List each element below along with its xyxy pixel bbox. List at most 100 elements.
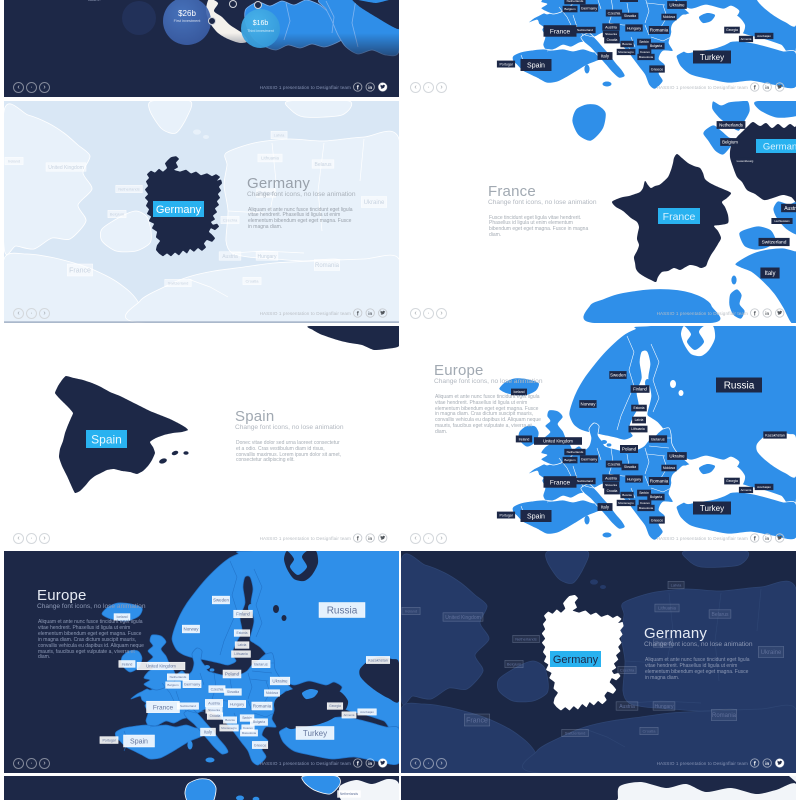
svg-text:Austria: Austria [208,701,221,705]
svg-text:f: f [357,85,360,91]
svg-text:Ukraine: Ukraine [272,679,288,684]
svg-text:Serbia: Serbia [242,716,252,720]
svg-text:Switzerland: Switzerland [577,479,593,483]
svg-text:Romania: Romania [650,478,669,483]
svg-text:Kosovo: Kosovo [640,501,650,505]
svg-text:Slovenia: Slovenia [605,32,617,36]
svg-text:Belarus: Belarus [651,436,665,441]
svg-text:Italy: Italy [601,54,610,59]
svg-text:Moldova: Moldova [266,691,278,695]
svg-text:Czechia: Czechia [608,462,621,466]
svg-text:Latvia: Latvia [635,418,644,422]
svg-text:Montenegro: Montenegro [618,50,634,54]
svg-text:Hungary: Hungary [627,26,641,30]
svg-text:Spain: Spain [91,432,122,446]
svg-text:Switzerland: Switzerland [762,239,787,245]
svg-text:Azerbaijan: Azerbaijan [757,34,771,38]
svg-text:Netherlands: Netherlands [118,186,140,191]
svg-text:Romania: Romania [650,28,669,33]
svg-text:in: in [368,310,372,315]
svg-text:France: France [550,479,571,486]
svg-text:Lithuania: Lithuania [631,427,645,431]
svg-text:Netherlands: Netherlands [340,793,359,797]
svg-text:Netherlands: Netherlands [719,122,743,127]
svg-text:in: in [368,536,372,541]
svg-text:Norway: Norway [184,627,200,632]
svg-text:Belarus: Belarus [712,612,729,618]
svg-text:Czechia: Czechia [608,11,621,15]
svg-text:Romania: Romania [712,713,737,719]
svg-text:in: in [765,761,769,766]
svg-text:Belgium: Belgium [564,458,576,462]
svg-text:Netherlands: Netherlands [170,675,187,679]
svg-text:f: f [357,311,360,317]
svg-text:Croatia: Croatia [607,489,618,493]
svg-text:f: f [754,536,757,542]
svg-text:Croatia: Croatia [210,714,221,718]
svg-text:Austria: Austria [619,704,635,710]
svg-text:Ukraine: Ukraine [364,200,385,206]
svg-text:Portugal: Portugal [102,738,115,742]
svg-text:Macedonia: Macedonia [639,506,654,510]
svg-text:Italy: Italy [601,504,610,509]
svg-text:Turkey: Turkey [700,53,724,62]
svg-text:Armenia: Armenia [344,713,355,717]
svg-text:Montenegro: Montenegro [221,726,237,730]
svg-text:Kazakhstan: Kazakhstan [368,658,388,662]
svg-text:Belgium: Belgium [722,139,738,144]
svg-text:Ireland: Ireland [405,608,417,613]
svg-text:Germany: Germany [184,681,200,686]
svg-text:Macedonia: Macedonia [242,731,257,735]
svg-text:Switzerland: Switzerland [168,280,189,285]
svg-text:Latvia: Latvia [274,132,285,137]
svg-text:Bosnia: Bosnia [622,42,632,46]
svg-text:Belarus: Belarus [254,661,268,666]
svg-text:Hungary: Hungary [258,253,277,259]
svg-text:Iceland: Iceland [117,615,128,619]
svg-text:Germany: Germany [553,654,599,666]
svg-text:Latvia: Latvia [671,582,682,587]
svg-text:Slovenia: Slovenia [605,483,617,487]
svg-text:f: f [357,536,360,542]
svg-text:Moldova: Moldova [663,466,675,470]
svg-text:United Kingdom: United Kingdom [146,664,176,669]
svg-text:Italy: Italy [204,730,213,735]
svg-text:Poland: Poland [622,0,637,1]
svg-text:United Kingdom: United Kingdom [445,615,481,621]
svg-text:Slovakia: Slovakia [624,14,636,18]
svg-text:Finland: Finland [236,612,250,617]
svg-text:Norway: Norway [581,401,597,406]
svg-text:Serbia: Serbia [639,40,649,44]
svg-text:Germany: Germany [581,5,597,10]
svg-text:Estonia: Estonia [237,631,248,635]
svg-text:f: f [754,311,757,317]
svg-text:Armenia: Armenia [741,488,752,492]
svg-text:Georgia: Georgia [329,704,341,708]
svg-text:Greece: Greece [651,518,663,522]
svg-text:Azerbaijan: Azerbaijan [757,485,771,489]
svg-text:Sweden: Sweden [610,372,626,377]
svg-text:Kosovo: Kosovo [243,726,253,730]
svg-text:Kazakhstan: Kazakhstan [765,433,785,437]
svg-text:Serbia: Serbia [639,491,649,495]
svg-text:German: German [763,141,796,152]
svg-text:Croatia: Croatia [607,38,618,42]
svg-text:Germany: Germany [156,204,202,216]
svg-text:f: f [357,761,360,767]
svg-text:Moldova: Moldova [663,15,675,19]
svg-text:Belarus: Belarus [315,161,332,167]
svg-text:Bosnia: Bosnia [622,493,632,497]
svg-text:Lithuania: Lithuania [261,155,279,160]
svg-text:Iceland: Iceland [514,390,525,394]
svg-text:f: f [754,85,757,91]
svg-text:f: f [754,761,757,767]
svg-text:Czechia: Czechia [223,217,238,222]
svg-text:Italy: Italy [764,271,775,277]
svg-text:in: in [368,761,372,766]
svg-text:Slovakia: Slovakia [227,690,239,694]
svg-text:Spain: Spain [527,63,545,70]
svg-text:Romania: Romania [253,704,272,709]
svg-text:Hungary: Hungary [627,477,641,481]
svg-text:Bulgaria: Bulgaria [253,720,265,724]
svg-text:Spain: Spain [130,739,148,746]
